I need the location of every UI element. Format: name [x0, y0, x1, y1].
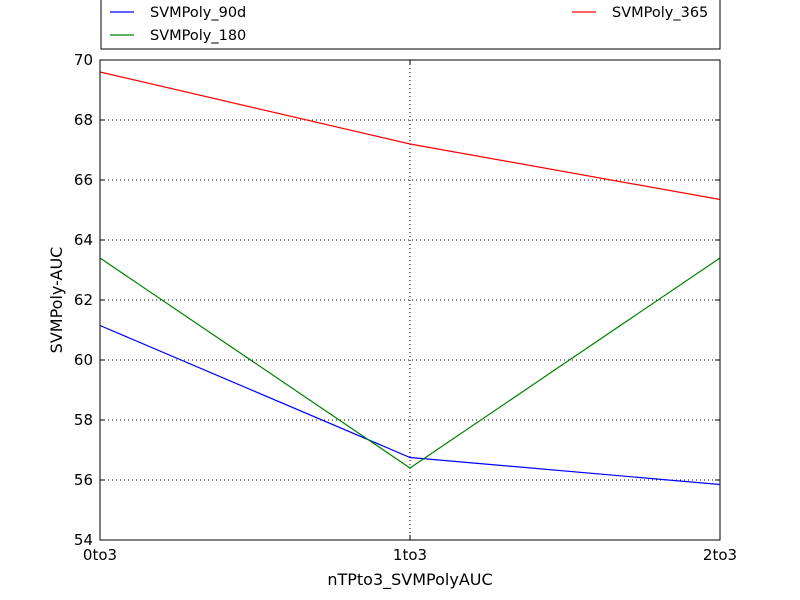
x-tick-label: 0to3 — [83, 546, 117, 564]
x-tick-label: 1to3 — [393, 546, 427, 564]
series-line-SVMPoly_90d — [99, 324, 721, 486]
series-line-SVMPoly_365 — [99, 71, 721, 201]
series-line-SVMPoly_180 — [99, 257, 721, 469]
series-lines — [99, 71, 721, 486]
y-axis-title: SVMPoly-AUC — [47, 247, 66, 354]
legend-label: SVMPoly_90d — [150, 5, 246, 21]
y-tick-label: 66 — [74, 171, 93, 189]
y-tick-label: 70 — [74, 51, 93, 69]
x-axis-title: nTPto3_SVMPolyAUC — [327, 570, 492, 590]
y-tick-label: 58 — [74, 411, 93, 429]
y-tick-label: 56 — [74, 471, 93, 489]
grid-lines — [100, 60, 720, 540]
legend-label: SVMPoly_180 — [150, 28, 246, 44]
legend-label: SVMPoly_365 — [612, 5, 708, 21]
legend: SVMPoly_90d SVMPoly_180 SVMPoly_365 — [100, 0, 721, 50]
legend-box — [100, 0, 721, 50]
x-tick-label: 2to3 — [703, 546, 737, 564]
y-tick-label: 64 — [74, 231, 93, 249]
y-tick-label: 60 — [74, 351, 93, 369]
axis-ticks: 54 56 58 60 62 64 66 68 70 0to3 1to3 2to3 — [74, 51, 737, 564]
y-tick-label: 62 — [74, 291, 93, 309]
y-tick-label: 68 — [74, 111, 93, 129]
y-tick-label: 54 — [74, 531, 93, 549]
